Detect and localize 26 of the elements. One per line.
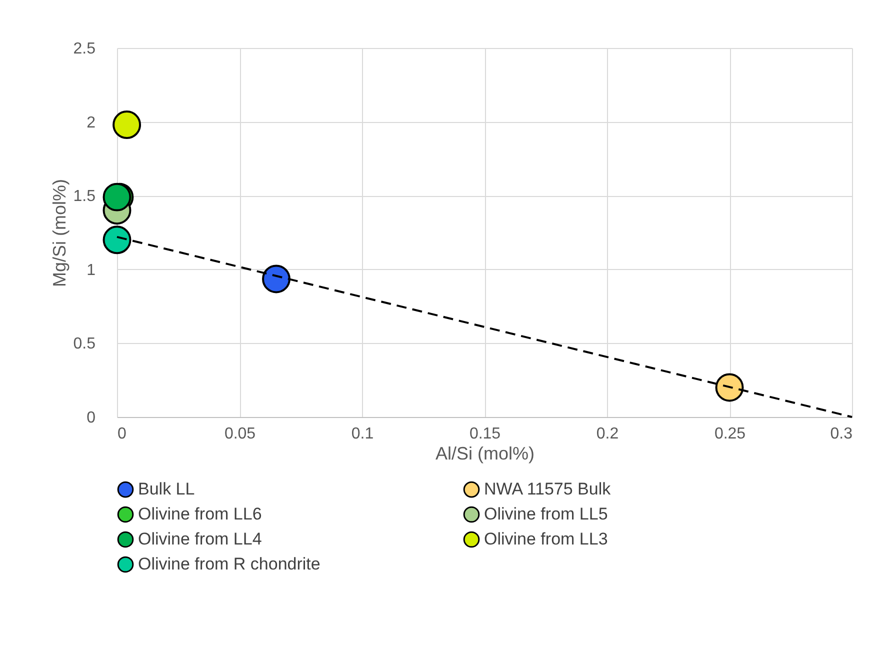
point [102, 226, 132, 254]
y-tick-label: 1 [86, 262, 96, 279]
point [262, 264, 290, 294]
point [715, 373, 744, 402]
legend-label: Olivine from LL6 [138, 504, 262, 524]
y-tick-label: 2 [86, 114, 96, 132]
x-tick-label: 0.1 [351, 426, 374, 442]
y-tick-label: 1.5 [73, 188, 96, 206]
x-tick-label: 0.05 [224, 426, 256, 442]
y-axis-title: Mg/Si (mol%) [49, 178, 70, 288]
legend-label: Olivine from LL5 [484, 504, 608, 524]
x-tick-label: 0.2 [596, 426, 619, 442]
legend-label: Olivine from R chondrite [138, 554, 320, 574]
point [112, 110, 142, 139]
legend-label: Bulk LL [138, 480, 195, 499]
x-tick-label: 0.25 [714, 426, 746, 442]
x-tick-label: 0 [118, 426, 126, 442]
y-tick-label: 2.5 [73, 40, 96, 58]
legend-label: NWA 11575 Bulk [484, 480, 612, 499]
x-axis-title: Al/Si (mol%) [435, 444, 535, 464]
y-tick-label: 0.5 [73, 336, 96, 353]
x-tick-label: 0.15 [469, 426, 501, 442]
x-tick-label: 0.3 [830, 426, 853, 442]
y-tick-label: 0 [86, 410, 96, 426]
legend-label: Olivine from LL3 [484, 530, 608, 548]
legend-label: Olivine from LL4 [138, 530, 262, 548]
